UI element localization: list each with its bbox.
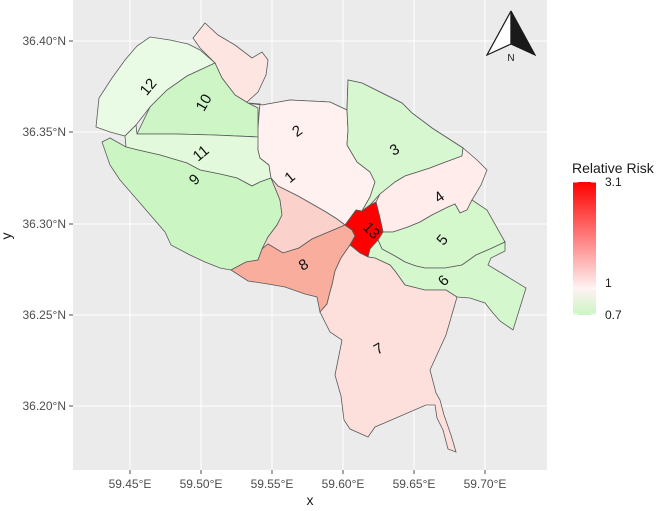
y-tick-label: 36.20°N [23, 399, 67, 413]
x-axis: 59.45°E 59.50°E 59.55°E 59.60°E 59.65°E … [109, 470, 507, 508]
x-tick-label: 59.65°E [393, 477, 436, 491]
y-tick-label: 36.35°N [23, 125, 67, 139]
legend-label-high: 3.1 [605, 175, 622, 189]
north-arrow-right-half-icon [510, 10, 537, 57]
x-tick-label: 59.55°E [251, 477, 294, 491]
y-tick-label: 36.40°N [23, 34, 67, 48]
legend-title: Relative Risk [572, 160, 655, 176]
y-tick-label: 36.25°N [23, 308, 67, 322]
north-arrow: N [485, 10, 537, 64]
y-axis: 36.40°N 36.35°N 36.30°N 36.25°N 36.20°N … [0, 34, 73, 413]
y-tick-label: 36.30°N [23, 217, 67, 231]
legend: Relative Risk 3.1 1 0.7 [572, 160, 655, 322]
north-arrow-label: N [507, 53, 514, 64]
y-axis-title: y [0, 233, 14, 240]
region-7[interactable] [319, 244, 458, 453]
x-tick-label: 59.50°E [180, 477, 223, 491]
x-axis-title: x [307, 492, 314, 508]
x-tick-label: 59.45°E [109, 477, 152, 491]
region-label-10: 10 [193, 91, 216, 114]
legend-colorbar [573, 182, 596, 315]
legend-label-low: 0.7 [605, 308, 622, 322]
legend-label-mid: 1 [605, 276, 612, 290]
x-tick-label: 59.70°E [464, 477, 507, 491]
regions [95, 22, 527, 453]
x-tick-label: 59.60°E [322, 477, 365, 491]
